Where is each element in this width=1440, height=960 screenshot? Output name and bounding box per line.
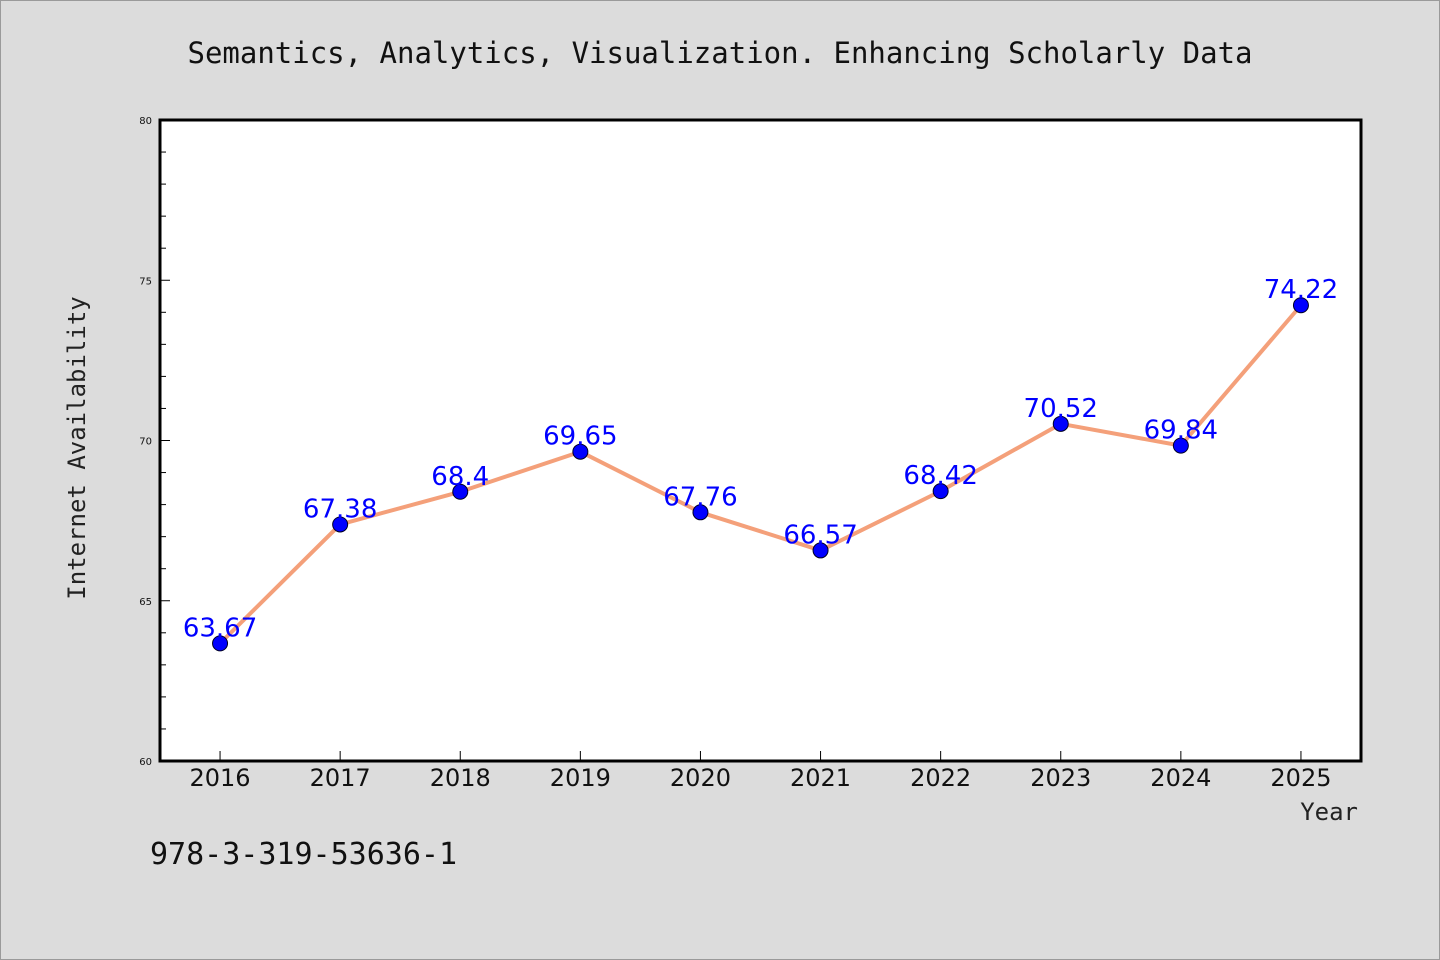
data-label: 74.22 xyxy=(1264,275,1338,305)
x-tick-label: 2020 xyxy=(670,764,731,792)
data-label: 66.57 xyxy=(783,520,857,550)
data-point xyxy=(932,483,949,500)
data-point xyxy=(1052,415,1069,432)
data-labels: 63.67 67.38 68.4 69.65 67.76 66.57 68.42 70.52 6… xyxy=(183,275,1338,643)
series-line xyxy=(218,303,1303,646)
y-axis-label: Internet Availability xyxy=(63,296,91,599)
y-axis: 60 65 70 75 80 xyxy=(139,116,170,768)
y-tick-label: 70 xyxy=(139,437,152,448)
data-label: 63.67 xyxy=(183,613,257,643)
x-tick-label: 2025 xyxy=(1270,764,1331,792)
y-tick-label: 65 xyxy=(139,597,152,608)
y-tick-label: 60 xyxy=(139,757,152,768)
x-tick-label: 2019 xyxy=(550,764,611,792)
x-tick-label: 2018 xyxy=(430,764,491,792)
data-label: 68.4 xyxy=(431,462,489,492)
data-point xyxy=(332,516,349,533)
x-axis: 2016 2017 2018 2019 2020 2021 2022 2023 2024 2025 xyxy=(190,751,1331,792)
x-tick-label: 2021 xyxy=(790,764,851,792)
data-point xyxy=(812,542,829,559)
data-label: 69.65 xyxy=(543,422,617,452)
x-tick-label: 2016 xyxy=(190,764,251,792)
x-axis-label: Year xyxy=(1300,798,1358,826)
x-tick-label: 2023 xyxy=(1030,764,1091,792)
data-point xyxy=(452,483,469,500)
data-label: 70.52 xyxy=(1024,394,1098,424)
data-label: 67.38 xyxy=(303,494,377,524)
data-point xyxy=(1292,297,1309,314)
data-point xyxy=(1172,437,1189,454)
isbn-footer: 978-3-319-53636-1 xyxy=(150,837,457,872)
data-point xyxy=(692,504,709,521)
y-tick-label: 80 xyxy=(139,116,152,127)
x-tick-label: 2017 xyxy=(310,764,371,792)
x-tick-label: 2024 xyxy=(1150,764,1211,792)
data-label: 67.76 xyxy=(663,482,737,512)
data-point xyxy=(212,635,229,652)
y-tick-label: 75 xyxy=(139,276,152,287)
series-group xyxy=(212,297,1309,652)
chart-title: Semantics, Analytics, Visualization. Enh… xyxy=(187,36,1252,70)
data-label: 69.84 xyxy=(1144,416,1218,446)
data-point xyxy=(572,443,589,460)
data-label: 68.42 xyxy=(903,461,977,491)
x-tick-label: 2022 xyxy=(910,764,971,792)
